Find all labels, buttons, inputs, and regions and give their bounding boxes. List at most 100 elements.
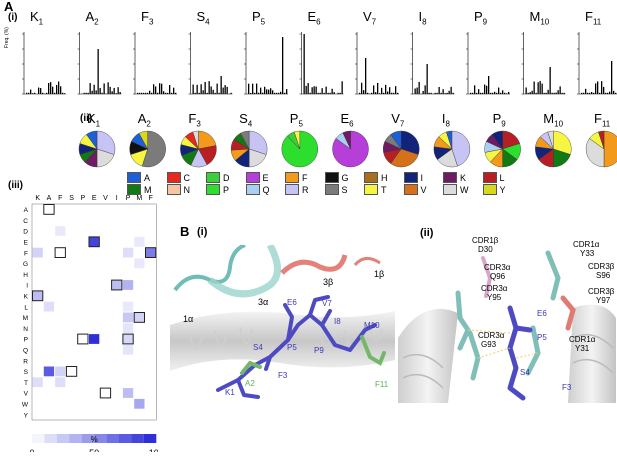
- bar: [416, 87, 418, 94]
- label-f3-i: F3: [278, 371, 288, 380]
- heatmap-native-box: [145, 247, 157, 259]
- bar: [321, 88, 323, 94]
- bar: [496, 92, 498, 94]
- bar: [315, 86, 317, 94]
- label-p5-i: P5: [287, 343, 297, 352]
- position-label-6: E6: [307, 9, 321, 27]
- legend-label: M: [144, 184, 152, 195]
- bar: [175, 92, 177, 94]
- heatmap-col-label: F: [149, 195, 153, 202]
- heatmap-cell: [55, 226, 66, 236]
- scale-step: [143, 434, 157, 443]
- panel-b-label: B: [180, 224, 190, 239]
- bar: [270, 88, 272, 94]
- bar: [280, 91, 282, 94]
- position-label-3: F3: [141, 9, 154, 27]
- legend-label: A: [144, 172, 151, 183]
- pie-slice-W: [192, 130, 199, 150]
- bar: [58, 81, 60, 94]
- label-s4-ii: S4: [520, 368, 530, 377]
- scale-step: [94, 434, 107, 443]
- legend-swatch: [245, 172, 260, 183]
- bar: [143, 92, 145, 94]
- legend-swatch: [443, 184, 457, 195]
- bar: [212, 89, 214, 94]
- bar: [482, 92, 484, 94]
- bar: [155, 86, 157, 94]
- bar: [563, 92, 565, 94]
- bar-chart-6: [299, 32, 344, 95]
- label-y33: Y33: [580, 249, 595, 258]
- bar: [502, 90, 504, 94]
- heatmap-cell: [134, 236, 145, 247]
- bar: [363, 90, 365, 94]
- pie-10: [535, 130, 572, 168]
- bar-chart-2: [77, 32, 122, 95]
- panel-b-ii-label: (ii): [420, 227, 434, 239]
- residue-pie-charts: [78, 130, 617, 168]
- bar: [337, 92, 339, 94]
- bar: [387, 91, 389, 94]
- heatmap-row-label: P: [24, 337, 28, 344]
- bar: [317, 92, 319, 94]
- bar: [198, 92, 200, 94]
- heatmap-col-label: K: [35, 195, 40, 202]
- position-label-5: P5: [252, 9, 266, 27]
- pie-slice-W: [585, 138, 605, 168]
- bar: [153, 84, 155, 94]
- legend-item-H: H: [364, 172, 388, 183]
- bar: [137, 92, 139, 94]
- bar: [40, 88, 42, 94]
- bar: [204, 81, 206, 94]
- label-cdr1b: CDR1β: [472, 236, 499, 245]
- bar: [64, 93, 66, 94]
- bar: [260, 87, 262, 94]
- bar: [527, 92, 529, 94]
- position-label-8: I8: [418, 9, 427, 27]
- pie-slice-L: [598, 130, 605, 150]
- bar: [30, 89, 32, 94]
- bar: [557, 90, 559, 94]
- legend-swatch: [206, 184, 220, 195]
- heatmap-row-label: H: [23, 272, 28, 279]
- pie-9: [484, 130, 521, 168]
- bar-axes-2: [79, 32, 122, 95]
- legend-item-V: V: [403, 184, 427, 195]
- bar: [87, 92, 89, 94]
- bar: [282, 37, 284, 94]
- label-d30: D30: [478, 245, 493, 254]
- bar: [151, 92, 153, 94]
- bar: [262, 92, 264, 94]
- legend-label: D: [223, 172, 230, 183]
- pie-3: [180, 130, 217, 168]
- legend-item-L: L: [482, 172, 505, 183]
- bar: [613, 90, 615, 94]
- heatmap-cell: [122, 247, 134, 258]
- legend-swatch: [245, 184, 260, 195]
- heatmap-row-label: K: [24, 294, 29, 301]
- bar: [62, 92, 64, 94]
- bar-chart-3: [133, 32, 177, 95]
- bar: [119, 92, 121, 94]
- legend-swatch: [206, 172, 220, 183]
- bar: [525, 87, 527, 94]
- bar: [165, 92, 167, 94]
- bar: [250, 93, 252, 94]
- bar: [220, 76, 222, 94]
- bar: [139, 92, 141, 94]
- bar-chart-9: [466, 32, 510, 95]
- bar: [38, 87, 40, 94]
- label-cdr1a-top: CDR1α: [573, 240, 600, 249]
- panel-a-label: A: [4, 0, 14, 14]
- heatmap-col-label: P: [126, 195, 131, 202]
- bar: [218, 92, 220, 94]
- label-f3-ii: F3: [562, 383, 572, 392]
- bar: [533, 81, 535, 94]
- scale-tick: 100: [149, 448, 158, 452]
- legend-label: H: [381, 172, 388, 183]
- scale-step: [56, 434, 70, 443]
- legend-swatch: [285, 184, 299, 195]
- label-cdr3a-1: CDR3α: [484, 263, 511, 272]
- bar: [365, 58, 367, 94]
- bar: [97, 49, 99, 94]
